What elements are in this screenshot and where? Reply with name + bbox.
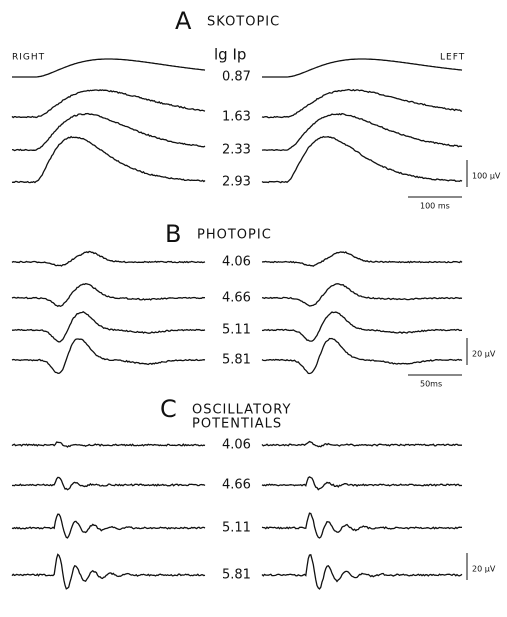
intensity-label: 4.66 [222, 478, 251, 493]
panel-title: POTENTIALS [192, 417, 282, 432]
trace [11, 283, 206, 308]
right-label: RIGHT [12, 53, 45, 63]
trace [11, 250, 206, 267]
trace [11, 338, 206, 374]
trace [261, 440, 463, 448]
panel-title: SKOTOPIC [207, 15, 280, 30]
trace [11, 513, 206, 539]
trace [11, 89, 206, 119]
trace [261, 337, 463, 375]
intensity-label: 5.81 [222, 353, 251, 368]
intensity-label: 2.33 [222, 143, 251, 158]
scale-time: 100 ms [420, 202, 450, 211]
trace [261, 283, 463, 307]
intensity-header: lg Ip [214, 46, 246, 64]
intensity-label: 1.63 [222, 110, 251, 125]
intensity-label: 4.06 [222, 255, 251, 270]
trace [11, 553, 206, 590]
panel-letter: B [165, 220, 181, 248]
panel-letter: C [160, 395, 177, 423]
trace [11, 112, 206, 152]
trace [11, 441, 206, 448]
scale-amplitude: 20 µV [472, 565, 496, 574]
trace [11, 135, 206, 184]
trace [12, 311, 206, 343]
trace [261, 251, 463, 267]
scale-amplitude: 100 µV [472, 172, 501, 181]
panel-title: PHOTOPIC [197, 228, 272, 243]
intensity-label: 5.11 [222, 521, 251, 536]
intensity-label: 0.87 [222, 70, 251, 85]
intensity-label: 5.81 [222, 568, 251, 583]
trace [261, 311, 462, 342]
trace [261, 88, 463, 119]
intensity-label: 5.11 [222, 323, 251, 338]
trace [261, 554, 463, 590]
intensity-label: 4.06 [222, 438, 251, 453]
trace [262, 58, 463, 78]
intensity-label: 2.93 [222, 175, 251, 190]
trace [261, 476, 463, 491]
panel-title: OSCILLATORY [192, 403, 291, 418]
scale-amplitude: 20 µV [472, 350, 496, 359]
trace [12, 58, 206, 78]
trace [11, 476, 206, 491]
panel-letter: A [175, 7, 192, 35]
scale-time: 50ms [420, 380, 442, 389]
trace [261, 512, 463, 539]
trace [261, 135, 463, 184]
left-label: LEFT [440, 53, 465, 63]
trace [261, 112, 463, 152]
intensity-label: 4.66 [222, 291, 251, 306]
